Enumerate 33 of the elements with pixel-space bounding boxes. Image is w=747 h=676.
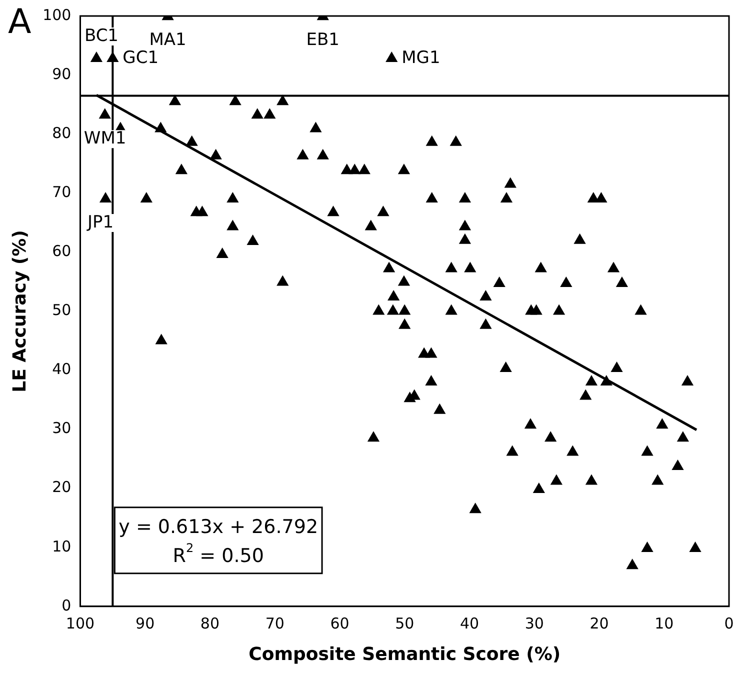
x-axis-title: Composite Semantic Score (%) <box>248 644 561 665</box>
text: A <box>8 2 32 42</box>
x-tick-label: 10 <box>654 614 674 632</box>
x-tick-label: 90 <box>136 614 155 632</box>
annotation: MG1 <box>402 48 440 68</box>
y-tick-label: 60 <box>52 242 72 260</box>
y-tick-label: 0 <box>62 596 72 614</box>
annotation: y = 0.613x + 26.792 <box>118 516 318 538</box>
y-tick-label: 10 <box>52 537 72 556</box>
x-tick-label: 0 <box>724 614 734 632</box>
y-axis-title: LE Accuracy (%) <box>9 230 30 392</box>
annotation: MA1 <box>149 30 186 50</box>
annotation: WM1 <box>84 128 126 149</box>
y-tick-label: 30 <box>52 419 72 438</box>
annotation: BC1 <box>84 26 119 46</box>
y-tick-label: 90 <box>52 64 72 83</box>
annotation: JP1 <box>86 212 114 232</box>
y-tick-label: 40 <box>52 360 72 378</box>
y-tick-label: 50 <box>52 301 72 320</box>
x-tick-label: 40 <box>460 614 480 632</box>
x-tick-label: 50 <box>395 614 414 632</box>
y-tick-label: 100 <box>42 6 72 24</box>
annotation: GC1 <box>122 48 159 68</box>
x-tick-label: 20 <box>590 614 609 632</box>
x-tick-label: 30 <box>524 614 544 632</box>
y-tick-label: 20 <box>52 478 72 496</box>
x-tick-label: 100 <box>66 614 95 632</box>
x-tick-label: 60 <box>330 614 350 632</box>
annotation: EB1 <box>306 30 340 50</box>
y-tick-label: 70 <box>52 183 72 202</box>
x-tick-label: 70 <box>265 614 284 632</box>
y-tick-label: 80 <box>52 124 72 142</box>
x-tick-label: 80 <box>200 614 220 632</box>
